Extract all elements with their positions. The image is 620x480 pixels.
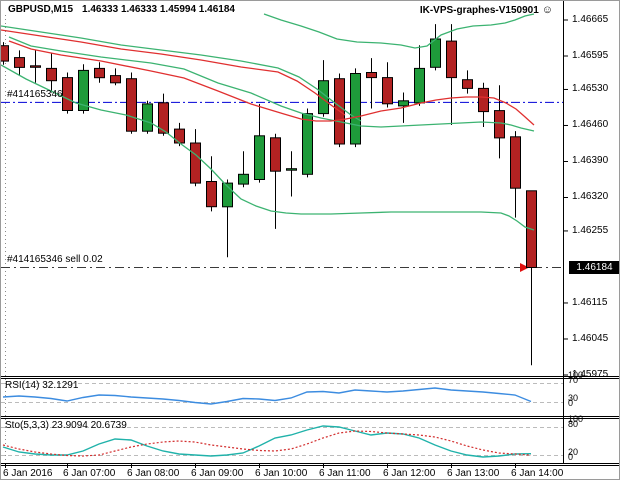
sto-scale-label: 0 [568, 452, 574, 462]
price-axis-label: 1.46255 [572, 224, 609, 236]
time-axis-label: 6 Jan 08:00 [127, 468, 180, 479]
rsi-scale-label: 30 [568, 393, 579, 403]
candle-body [366, 72, 377, 79]
symbol-timeframe-label: GBPUSD,M15 [8, 4, 74, 15]
candle-body [510, 136, 521, 189]
time-axis-label: 6 Jan 11:00 [319, 468, 371, 479]
bands-layer [1, 13, 535, 231]
candles-layer [1, 24, 537, 366]
candle-body [382, 77, 393, 105]
bollinger-upper-band [263, 13, 535, 49]
price-axis-label: 1.46045 [572, 332, 609, 344]
bollinger-middle-band [8, 36, 535, 132]
red-ma-fast-line [1, 29, 346, 116]
candle-body [206, 181, 217, 208]
candle-body [110, 75, 121, 84]
time-axis-label: 6 Jan 2016 [3, 468, 53, 479]
sell-arrow-icon [520, 262, 529, 272]
rsi-indicator-title: RSI(14) 32.1291 [5, 380, 79, 391]
candle-body [14, 57, 25, 68]
time-axis-label: 6 Jan 07:00 [63, 468, 116, 479]
price-axis-label: 1.46595 [572, 50, 609, 61]
ohlc-values: 1.46333 1.46333 1.45994 1.46184 [82, 4, 235, 15]
price-axis-label: 1.46320 [572, 191, 609, 203]
time-axis-label: 6 Jan 12:00 [383, 468, 436, 479]
chart-title: GBPUSD,M15 1.46333 1.46333 1.45994 1.4618… [8, 4, 235, 15]
candle-body [158, 102, 169, 134]
time-axis-label: 6 Jan 09:00 [191, 468, 244, 479]
candle-body [350, 73, 361, 145]
rsi-layer [2, 387, 532, 405]
candle-body [46, 67, 57, 82]
panel-frame [1, 1, 619, 466]
red-ma-line [8, 40, 535, 126]
watermark-label: IK-VPS-graphes-V150901 [419, 5, 539, 16]
time-axis-label: 6 Jan 10:00 [255, 468, 308, 479]
sto-scale-label: 20 [568, 447, 579, 457]
rsi-scale-label: 70 [568, 375, 579, 385]
rsi-scale-label: 0 [568, 398, 574, 408]
price-axis-label: 1.46390 [572, 155, 609, 167]
candle-body [478, 87, 489, 113]
axis-ticks [5, 19, 568, 468]
candle-body [142, 103, 153, 132]
price-axis-label: 1.46665 [572, 14, 609, 25]
rsi-line [2, 387, 532, 405]
bollinger-lower-band [1, 64, 535, 231]
candle-body [254, 135, 265, 181]
sto-scale-label: 100 [568, 414, 584, 424]
stochastic-k-line [2, 425, 532, 458]
candle-body [190, 142, 201, 184]
stochastic-indicator-title: Sto(5,3,3) 23.9094 20.6739 [5, 420, 127, 431]
candle-body [414, 67, 425, 104]
price-axis-label: 1.46460 [572, 119, 609, 131]
candle-body [1, 45, 9, 62]
candle-body [30, 65, 41, 68]
price-axis-label: 1.45975 [572, 368, 609, 380]
candle-body [126, 78, 137, 132]
candle-body [286, 168, 297, 171]
order-ticket-label: #414165346 [7, 89, 63, 101]
candle-body [462, 79, 473, 89]
time-axis-label: 6 Jan 13:00 [447, 468, 500, 479]
candle-body [446, 40, 457, 79]
watermark: IK-VPS-graphes-V150901 ☺ [420, 4, 553, 16]
sto-scale-label: 80 [568, 419, 579, 429]
current-price-badge: 1.46184 [569, 260, 619, 274]
price-axis-label: 1.46115 [572, 296, 608, 308]
time-axis-label: 6 Jan 14:00 [511, 468, 564, 479]
smiley-icon: ☺ [541, 4, 553, 16]
stochastic-layer [2, 425, 532, 458]
stochastic-d-line [2, 430, 532, 457]
price-axis-label: 1.46530 [572, 83, 609, 95]
candle-body [94, 67, 105, 79]
candle-body [238, 173, 249, 185]
rsi-scale-label: 100 [568, 370, 584, 380]
candle-body [398, 100, 409, 107]
order-lines-layer[interactable] [1, 101, 563, 272]
green-ma-line [1, 25, 362, 122]
candle-body [494, 110, 505, 139]
candle-body [222, 182, 233, 208]
candle-body [430, 38, 441, 68]
candle-body [174, 128, 185, 144]
candle-body [270, 137, 281, 172]
candle-body [302, 113, 313, 175]
candle-body [62, 77, 73, 111]
order-sell-label: #414165346 sell 0.02 [7, 254, 103, 266]
candle-body [78, 69, 89, 111]
